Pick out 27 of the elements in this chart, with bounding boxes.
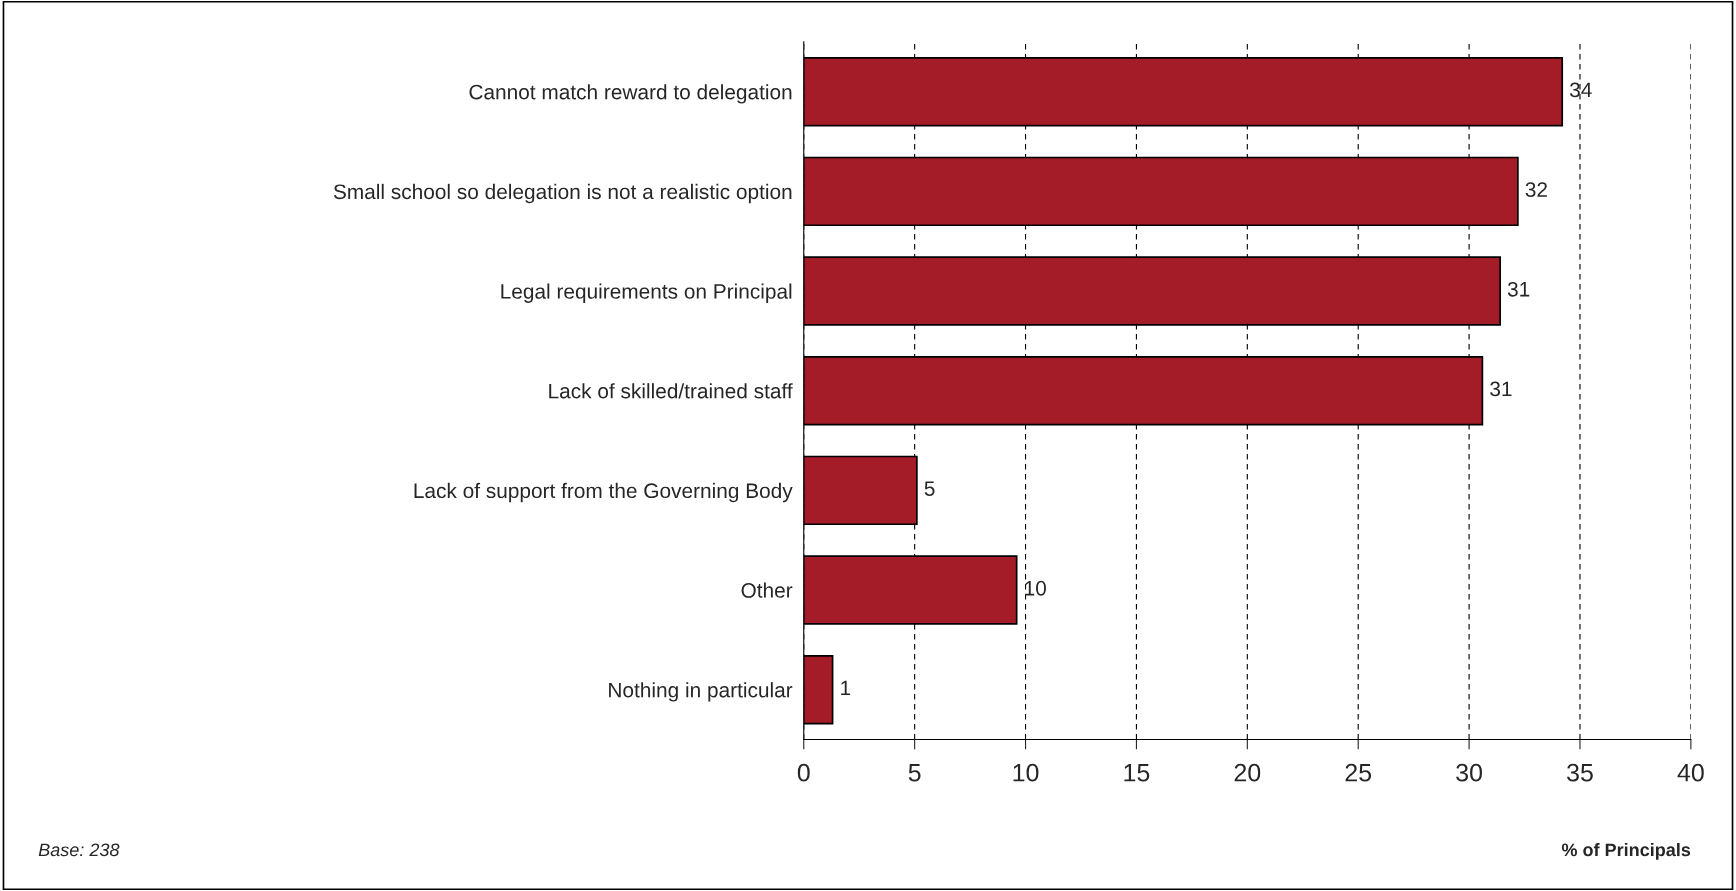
data-label: 1 (841, 680, 851, 696)
x-tick-label: 40 (1677, 763, 1704, 782)
x-tick-label: 15 (1124, 764, 1150, 782)
data-label: 31 (1507, 281, 1530, 297)
y-tick-label: Other (741, 582, 793, 598)
bar (803, 555, 1018, 625)
x-tick-label: 25 (1345, 763, 1372, 782)
x-tick-label: 5 (908, 764, 921, 782)
data-label: 31 (1490, 381, 1512, 397)
data-label: 34 (1569, 82, 1592, 98)
x-tick-label: 10 (1013, 763, 1039, 782)
x-axis-title: % of Principals (1561, 842, 1691, 860)
data-label: 5 (924, 481, 935, 496)
x-tick-label: 20 (1234, 763, 1261, 782)
y-tick-label: Legal requirements on Principal (501, 283, 792, 303)
x-tick-label: 35 (1567, 763, 1593, 782)
bar (803, 654, 834, 725)
y-tick-label: Lack of skilled/trained staff (549, 383, 793, 399)
text: Base: 238 (38, 843, 120, 857)
x-tick-label: 30 (1456, 763, 1483, 782)
y-tick-label: Small school so delegation is not a realistic option (333, 183, 792, 204)
y-tick-label: Nothing in particular (609, 682, 793, 702)
y-tick-label: Lack of support from the Governing Body (414, 482, 793, 503)
data-label: 32 (1525, 182, 1547, 197)
y-tick-label: Cannot match reward to delegation (469, 84, 792, 104)
data-label: 10 (1025, 580, 1046, 596)
x-tick-label: 0 (797, 763, 810, 782)
